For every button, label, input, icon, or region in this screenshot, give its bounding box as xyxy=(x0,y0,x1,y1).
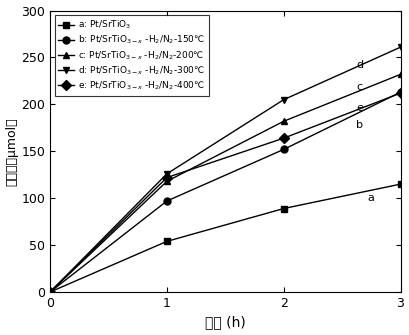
e: Pt/SrTiO$_{3-x}$ -H$_2$/N$_2$-400℃: (1, 122): Pt/SrTiO$_{3-x}$ -H$_2$/N$_2$-400℃: (1, … xyxy=(164,176,169,180)
b: Pt/SrTiO$_{3-x}$ -H$_2$/N$_2$-150℃: (0, 0): Pt/SrTiO$_{3-x}$ -H$_2$/N$_2$-150℃: (0, … xyxy=(47,290,52,294)
a: Pt/SrTiO$_3$: (0, 0): Pt/SrTiO$_3$: (0, 0) xyxy=(47,290,52,294)
Y-axis label: 产氢量（μmol）: 产氢量（μmol） xyxy=(6,117,18,186)
Line: c: Pt/SrTiO$_{3-x}$ -H$_2$/N$_2$-200℃: c: Pt/SrTiO$_{3-x}$ -H$_2$/N$_2$-200℃ xyxy=(47,71,403,295)
c: Pt/SrTiO$_{3-x}$ -H$_2$/N$_2$-200℃: (2, 182): Pt/SrTiO$_{3-x}$ -H$_2$/N$_2$-200℃: (2, … xyxy=(281,119,285,123)
e: Pt/SrTiO$_{3-x}$ -H$_2$/N$_2$-400℃: (0, 0): Pt/SrTiO$_{3-x}$ -H$_2$/N$_2$-400℃: (0, … xyxy=(47,290,52,294)
Line: b: Pt/SrTiO$_{3-x}$ -H$_2$/N$_2$-150℃: b: Pt/SrTiO$_{3-x}$ -H$_2$/N$_2$-150℃ xyxy=(47,89,403,295)
Text: d: d xyxy=(355,60,362,70)
X-axis label: 时间 (h): 时间 (h) xyxy=(204,316,245,329)
Text: b: b xyxy=(355,120,362,130)
c: Pt/SrTiO$_{3-x}$ -H$_2$/N$_2$-200℃: (0, 0): Pt/SrTiO$_{3-x}$ -H$_2$/N$_2$-200℃: (0, … xyxy=(47,290,52,294)
Line: e: Pt/SrTiO$_{3-x}$ -H$_2$/N$_2$-400℃: e: Pt/SrTiO$_{3-x}$ -H$_2$/N$_2$-400℃ xyxy=(47,90,403,295)
a: Pt/SrTiO$_3$: (1, 54): Pt/SrTiO$_3$: (1, 54) xyxy=(164,239,169,243)
Line: a: Pt/SrTiO$_3$: a: Pt/SrTiO$_3$ xyxy=(47,181,403,295)
e: Pt/SrTiO$_{3-x}$ -H$_2$/N$_2$-400℃: (3, 212): Pt/SrTiO$_{3-x}$ -H$_2$/N$_2$-400℃: (3, … xyxy=(397,91,402,95)
d: Pt/SrTiO$_{3-x}$ -H$_2$/N$_2$-300℃: (1, 126): Pt/SrTiO$_{3-x}$ -H$_2$/N$_2$-300℃: (1, … xyxy=(164,172,169,176)
d: Pt/SrTiO$_{3-x}$ -H$_2$/N$_2$-300℃: (0, 0): Pt/SrTiO$_{3-x}$ -H$_2$/N$_2$-300℃: (0, … xyxy=(47,290,52,294)
e: Pt/SrTiO$_{3-x}$ -H$_2$/N$_2$-400℃: (2, 164): Pt/SrTiO$_{3-x}$ -H$_2$/N$_2$-400℃: (2, … xyxy=(281,136,285,140)
Legend: a: Pt/SrTiO$_3$, b: Pt/SrTiO$_{3-x}$ -H$_2$/N$_2$-150℃, c: Pt/SrTiO$_{3-x}$ -H$_: a: Pt/SrTiO$_3$, b: Pt/SrTiO$_{3-x}$ -H$… xyxy=(54,15,208,95)
Text: e: e xyxy=(355,103,362,113)
b: Pt/SrTiO$_{3-x}$ -H$_2$/N$_2$-150℃: (2, 152): Pt/SrTiO$_{3-x}$ -H$_2$/N$_2$-150℃: (2, … xyxy=(281,147,285,151)
d: Pt/SrTiO$_{3-x}$ -H$_2$/N$_2$-300℃: (3, 261): Pt/SrTiO$_{3-x}$ -H$_2$/N$_2$-300℃: (3, … xyxy=(397,45,402,49)
Text: c: c xyxy=(355,82,362,92)
b: Pt/SrTiO$_{3-x}$ -H$_2$/N$_2$-150℃: (3, 213): Pt/SrTiO$_{3-x}$ -H$_2$/N$_2$-150℃: (3, … xyxy=(397,90,402,94)
Text: a: a xyxy=(367,193,374,203)
b: Pt/SrTiO$_{3-x}$ -H$_2$/N$_2$-150℃: (1, 97): Pt/SrTiO$_{3-x}$ -H$_2$/N$_2$-150℃: (1, … xyxy=(164,199,169,203)
d: Pt/SrTiO$_{3-x}$ -H$_2$/N$_2$-300℃: (2, 205): Pt/SrTiO$_{3-x}$ -H$_2$/N$_2$-300℃: (2, … xyxy=(281,98,285,102)
c: Pt/SrTiO$_{3-x}$ -H$_2$/N$_2$-200℃: (1, 118): Pt/SrTiO$_{3-x}$ -H$_2$/N$_2$-200℃: (1, … xyxy=(164,179,169,183)
Line: d: Pt/SrTiO$_{3-x}$ -H$_2$/N$_2$-300℃: d: Pt/SrTiO$_{3-x}$ -H$_2$/N$_2$-300℃ xyxy=(47,44,403,295)
a: Pt/SrTiO$_3$: (2, 89): Pt/SrTiO$_3$: (2, 89) xyxy=(281,206,285,210)
c: Pt/SrTiO$_{3-x}$ -H$_2$/N$_2$-200℃: (3, 232): Pt/SrTiO$_{3-x}$ -H$_2$/N$_2$-200℃: (3, … xyxy=(397,72,402,76)
a: Pt/SrTiO$_3$: (3, 115): Pt/SrTiO$_3$: (3, 115) xyxy=(397,182,402,186)
